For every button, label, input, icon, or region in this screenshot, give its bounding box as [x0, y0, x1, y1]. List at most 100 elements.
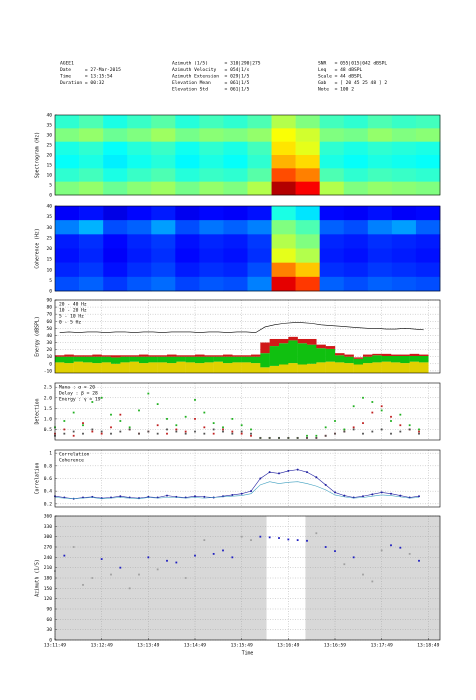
- scatter-point: [175, 424, 178, 427]
- heat-cell: [247, 248, 272, 263]
- series-point: [399, 494, 402, 497]
- scatter-point: [362, 422, 364, 425]
- energy-segment: [148, 362, 158, 373]
- energy-segment: [307, 338, 317, 345]
- plot-frame: [54, 449, 441, 508]
- energy-segment: [232, 362, 242, 373]
- energy-segment: [372, 355, 382, 363]
- energy-segment: [83, 356, 93, 363]
- heat-cell: [367, 128, 393, 142]
- series-point: [362, 495, 364, 498]
- series-line: [54, 469, 420, 500]
- heat-cell: [343, 220, 369, 235]
- energy-segment: [363, 356, 373, 364]
- heat-cell: [199, 115, 224, 129]
- y-tick-label: 0.6: [44, 476, 53, 482]
- heat-cell: [151, 234, 176, 249]
- heat-cell: [103, 115, 128, 129]
- scatter-point: [250, 539, 252, 542]
- scatter-point: [119, 430, 122, 433]
- series-point: [119, 495, 122, 498]
- energy-segment: [139, 356, 149, 364]
- y-tick-label: -10: [44, 368, 53, 374]
- plot-frame: [54, 299, 441, 374]
- y-tick-label: 20: [46, 347, 52, 353]
- y-tick-label: 1.0: [44, 416, 53, 422]
- scatter-point: [408, 424, 411, 427]
- y-tick-label: 35: [46, 123, 52, 129]
- energy-segment: [419, 354, 429, 356]
- scatter-point: [82, 422, 84, 425]
- heat-cell: [319, 155, 345, 169]
- energy-segment: [419, 362, 429, 373]
- series-point: [380, 491, 383, 494]
- scatter-point: [110, 426, 112, 429]
- energy-segment: [316, 344, 326, 349]
- scatter-point: [371, 411, 374, 414]
- energy-segment: [400, 355, 410, 364]
- scatter-point: [91, 401, 94, 403]
- legend-entry: Coherence: [59, 458, 84, 464]
- energy-segment: [269, 338, 280, 347]
- energy-segment: [269, 346, 280, 366]
- scatter-point: [315, 532, 318, 535]
- scatter-point: [212, 552, 215, 555]
- heat-cell: [223, 181, 248, 196]
- scatter-point: [362, 573, 364, 576]
- scatter-point: [418, 559, 420, 562]
- energy-segment: [381, 361, 392, 373]
- y-tick-label: 300: [44, 534, 53, 540]
- energy-segment: [83, 355, 93, 357]
- scatter-point: [306, 436, 308, 439]
- heat-cell: [391, 155, 417, 169]
- energy-segment: [111, 355, 121, 358]
- y-tick-label: 30: [46, 340, 52, 346]
- energy-segment: [251, 354, 261, 357]
- scatter-point: [100, 558, 103, 560]
- heat-cell: [391, 262, 417, 278]
- heat-cell: [295, 234, 320, 249]
- header-line: Leq = 48 dBSPL: [318, 67, 362, 73]
- series-point: [240, 492, 243, 495]
- y-tick-label: 80: [46, 305, 52, 311]
- energy-segment: [335, 362, 345, 373]
- series-point: [278, 472, 280, 475]
- y-tick-label: 1: [49, 451, 52, 457]
- heat-cell: [151, 220, 176, 235]
- y-tick-label: 0: [49, 361, 52, 367]
- scatter-point: [380, 428, 383, 431]
- heat-cell: [295, 248, 320, 263]
- heat-cell: [367, 155, 393, 169]
- scatter-point: [306, 434, 308, 437]
- scatter-point: [222, 549, 224, 552]
- heat-cell: [415, 128, 441, 142]
- scatter-point: [352, 426, 355, 429]
- heat-cell: [103, 141, 128, 156]
- scatter-point: [203, 426, 206, 429]
- heat-cell: [223, 220, 248, 235]
- energy-segment: [101, 356, 112, 363]
- heat-cell: [55, 262, 80, 278]
- series-point: [418, 495, 420, 498]
- heat-cell: [223, 141, 248, 156]
- heat-cell: [391, 128, 417, 142]
- heat-cell: [391, 168, 417, 182]
- energy-segment: [101, 362, 112, 373]
- scatter-point: [399, 424, 402, 427]
- scatter-point: [334, 550, 336, 553]
- scatter-point: [399, 430, 402, 433]
- scatter-point: [343, 428, 346, 431]
- scatter-point: [166, 432, 168, 435]
- scatter-point: [240, 432, 243, 435]
- heat-cell: [103, 128, 128, 142]
- energy-segment: [363, 354, 373, 357]
- heat-cell: [391, 234, 417, 249]
- x-tick-label: 13:16:59: [324, 643, 346, 649]
- scatter-point: [147, 556, 150, 559]
- scatter-point: [334, 420, 336, 422]
- heat-cell: [151, 206, 176, 221]
- heat-cell: [247, 155, 272, 169]
- energy-segment: [288, 363, 298, 373]
- scatter-point: [408, 428, 411, 431]
